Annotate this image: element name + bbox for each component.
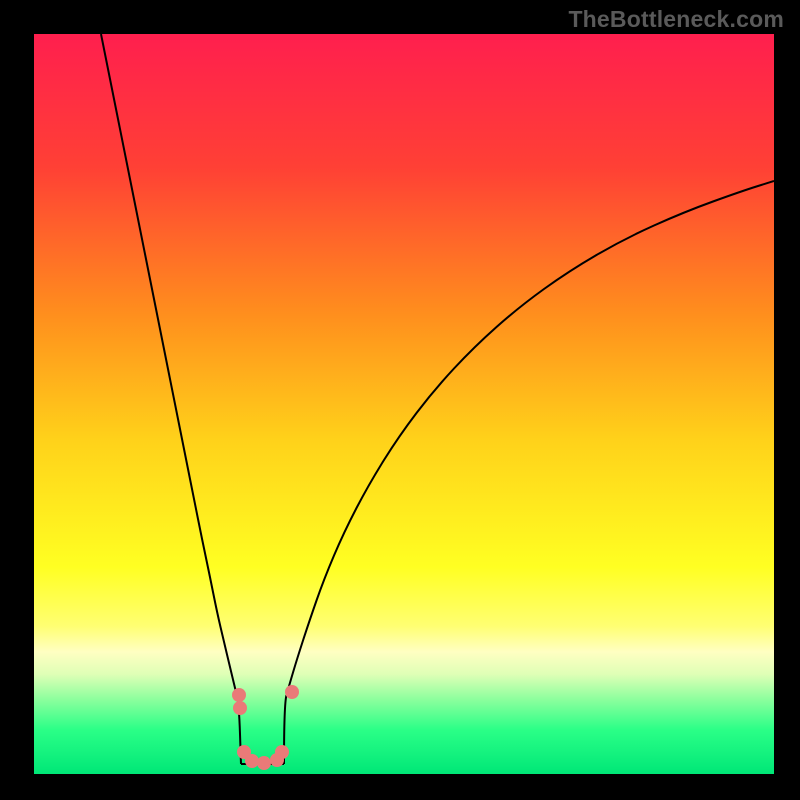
trough-marker — [232, 688, 246, 702]
plot-area — [34, 34, 774, 774]
chart-svg — [34, 34, 774, 774]
trough-marker — [233, 701, 247, 715]
trough-marker — [245, 754, 259, 768]
chart-frame: TheBottleneck.com — [0, 0, 800, 800]
trough-marker — [285, 685, 299, 699]
trough-marker — [275, 745, 289, 759]
watermark-text: TheBottleneck.com — [568, 6, 784, 33]
trough-marker — [257, 756, 271, 770]
